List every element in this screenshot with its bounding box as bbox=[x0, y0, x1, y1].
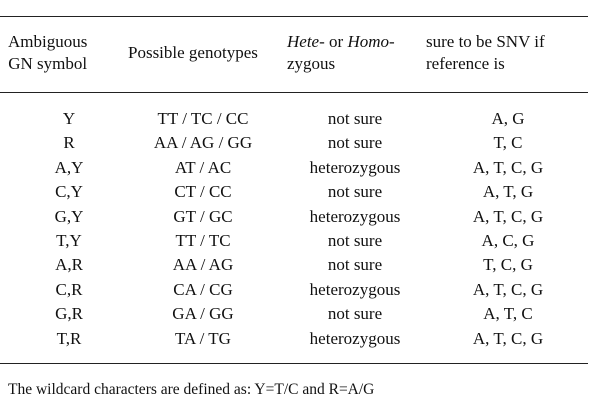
cell-zygosity: heterozygous bbox=[309, 157, 401, 177]
cell-symbol: C,Y bbox=[55, 182, 83, 202]
table-bottom-rule bbox=[0, 363, 588, 364]
cell-genotypes: AT / AC bbox=[174, 157, 232, 177]
cell-symbol: T,Y bbox=[56, 230, 82, 250]
cell-genotypes: TT / TC / CC bbox=[157, 109, 249, 128]
cell-reference: A, T, C, G bbox=[472, 328, 544, 348]
cell-reference: A, T, C, G bbox=[472, 279, 544, 299]
cell-genotypes: AA / AG bbox=[172, 255, 234, 275]
cell-symbol: A,R bbox=[55, 255, 83, 275]
cell-symbol: Y bbox=[62, 109, 76, 128]
table-footnote: The wildcard characters are defined as: … bbox=[8, 381, 375, 398]
header-col1-line2: GN symbol bbox=[8, 54, 88, 73]
table-row: G,R GA / GG not sure A, T, C bbox=[0, 304, 588, 328]
header-col1-line1: Ambiguous bbox=[8, 32, 88, 51]
header-col3-line2: zygous bbox=[287, 54, 336, 73]
cell-symbol: A,Y bbox=[54, 157, 84, 177]
cell-zygosity: not sure bbox=[327, 182, 383, 202]
cell-zygosity: not sure bbox=[327, 255, 383, 275]
cell-symbol: R bbox=[63, 133, 75, 153]
table-row: R AA / AG / GG not sure T, C bbox=[0, 133, 588, 157]
table-row: G,Y GT / GC heterozygous A, T, C, G bbox=[0, 207, 588, 231]
cell-reference: T, C, G bbox=[483, 255, 533, 275]
header-ambiguous-symbol: Ambiguous GN symbol bbox=[8, 31, 87, 75]
cell-zygosity: not sure bbox=[327, 109, 383, 128]
table-header-rule bbox=[0, 92, 588, 93]
table-row: A,Y AT / AC heterozygous A, T, C, G bbox=[0, 158, 588, 182]
cell-genotypes: CT / CC bbox=[174, 182, 232, 202]
cell-zygosity: not sure bbox=[327, 133, 383, 153]
header-col2-text: Possible genotypes bbox=[128, 43, 258, 62]
header-col3-line1: Hete- or Homo- bbox=[287, 31, 395, 53]
header-col4-line2: reference is bbox=[426, 54, 505, 73]
cell-zygosity: not sure bbox=[327, 304, 383, 324]
header-zygosity: Hete- or Homo- zygous bbox=[287, 31, 395, 75]
table-top-rule bbox=[0, 16, 588, 17]
cell-zygosity: not sure bbox=[327, 230, 383, 250]
cell-reference: T, C bbox=[493, 133, 523, 153]
cell-reference: A, T, C, G bbox=[472, 157, 544, 177]
cell-reference: A, T, C, G bbox=[472, 206, 544, 226]
header-snv-reference: sure to be SNV if reference is bbox=[426, 31, 545, 75]
header-col3-homo: Homo- bbox=[347, 32, 395, 51]
cell-zygosity: heterozygous bbox=[309, 279, 401, 299]
header-col4-line1: sure to be SNV if bbox=[426, 32, 545, 51]
cell-genotypes: AA / AG / GG bbox=[153, 133, 253, 153]
cell-reference: A, C, G bbox=[481, 230, 535, 250]
table-row: C,R CA / CG heterozygous A, T, C, G bbox=[0, 280, 588, 304]
cell-zygosity: heterozygous bbox=[309, 328, 401, 348]
cell-genotypes: GA / GG bbox=[172, 304, 234, 324]
table-row: C,Y CT / CC not sure A, T, G bbox=[0, 182, 588, 206]
cell-zygosity: heterozygous bbox=[309, 206, 401, 226]
cell-symbol: G,Y bbox=[54, 206, 84, 226]
table-body: Y TT / TC / CC not sure A, G R AA / AG /… bbox=[0, 109, 588, 353]
header-possible-genotypes: Possible genotypes bbox=[128, 42, 258, 64]
cell-symbol: T,R bbox=[56, 328, 82, 348]
header-col3-or: or bbox=[324, 32, 348, 51]
table-row: T,Y TT / TC not sure A, C, G bbox=[0, 231, 588, 255]
table-row: Y TT / TC / CC not sure A, G bbox=[0, 109, 588, 133]
cell-reference: A, T, G bbox=[482, 182, 534, 202]
cell-symbol: G,R bbox=[55, 304, 83, 324]
cell-reference: A, G bbox=[491, 109, 525, 128]
header-col3-hete: Hete- bbox=[287, 32, 325, 51]
cell-reference: A, T, C bbox=[483, 304, 533, 324]
cell-genotypes: GT / GC bbox=[173, 206, 233, 226]
cell-genotypes: TT / TC bbox=[175, 230, 231, 250]
cell-symbol: C,R bbox=[55, 279, 83, 299]
cell-genotypes: TA / TG bbox=[175, 328, 231, 348]
table-row: A,R AA / AG not sure T, C, G bbox=[0, 255, 588, 279]
table-row: T,R TA / TG heterozygous A, T, C, G bbox=[0, 329, 588, 353]
cell-genotypes: CA / CG bbox=[173, 279, 233, 299]
